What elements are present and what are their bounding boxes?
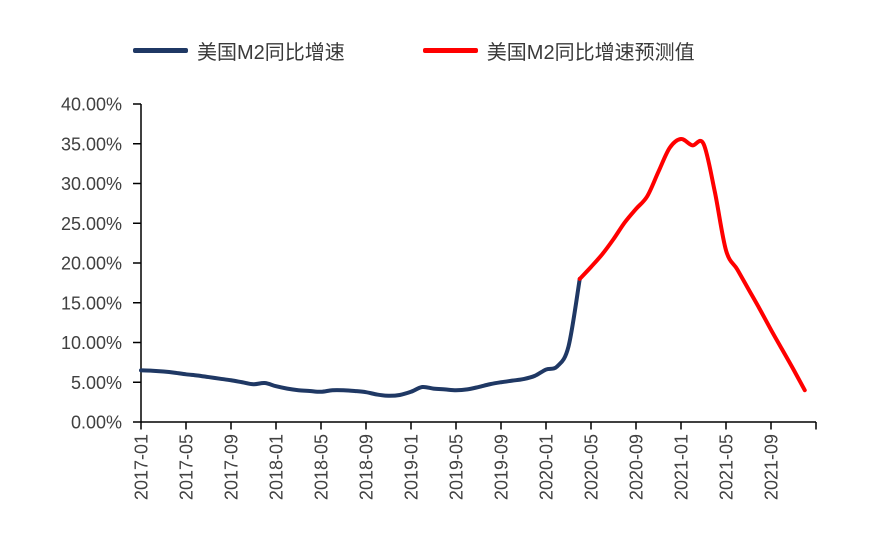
- y-axis-label: 15.00%: [61, 293, 122, 313]
- forecast-series-line: [577, 136, 807, 393]
- legend-item-forecast: 美国M2同比增速预测值: [422, 36, 695, 65]
- x-axis-label: 2018-09: [357, 434, 377, 500]
- actual-series-line: [139, 276, 582, 398]
- x-axis-label: 2019-01: [402, 434, 422, 500]
- x-axis-label: 2021-09: [762, 434, 782, 500]
- x-axis-label: 2021-05: [717, 434, 737, 500]
- x-axis-label: 2021-01: [672, 434, 692, 500]
- y-axis-label: 10.00%: [61, 333, 122, 353]
- legend-label-actual: 美国M2同比增速: [197, 42, 345, 64]
- x-axis-label: 2019-05: [447, 434, 467, 500]
- legend-item-actual: 美国M2同比增速: [133, 36, 345, 65]
- x-axis-label: 2018-01: [267, 434, 287, 500]
- y-axis-label: 20.00%: [61, 254, 122, 274]
- x-axis-label: 2020-01: [537, 434, 557, 500]
- x-axis-label: 2019-09: [492, 434, 512, 500]
- x-axis-label: 2020-09: [627, 434, 647, 500]
- legend-label-forecast: 美国M2同比增速预测值: [486, 42, 695, 64]
- y-axis-label: 35.00%: [61, 134, 122, 154]
- x-axis-label: 2017-05: [177, 434, 197, 500]
- legend: 美国M2同比增速 美国M2同比增速预测值: [133, 36, 695, 65]
- x-axis-label: 2020-05: [582, 434, 602, 500]
- x-axis-label: 2018-05: [312, 434, 332, 500]
- legend-swatch-actual-line: [133, 48, 188, 53]
- axes-and-ticks: [133, 103, 817, 430]
- y-axis-label: 40.00%: [61, 95, 122, 115]
- y-axis-label: 30.00%: [61, 174, 122, 194]
- x-axis-label: 2017-09: [222, 434, 242, 500]
- y-axis-label: 5.00%: [71, 373, 122, 393]
- x-axis-label: 2017-01: [132, 434, 152, 500]
- y-axis-label: 25.00%: [61, 214, 122, 234]
- y-axis-label: 0.00%: [71, 413, 122, 433]
- legend-swatch-forecast-line: [422, 48, 478, 53]
